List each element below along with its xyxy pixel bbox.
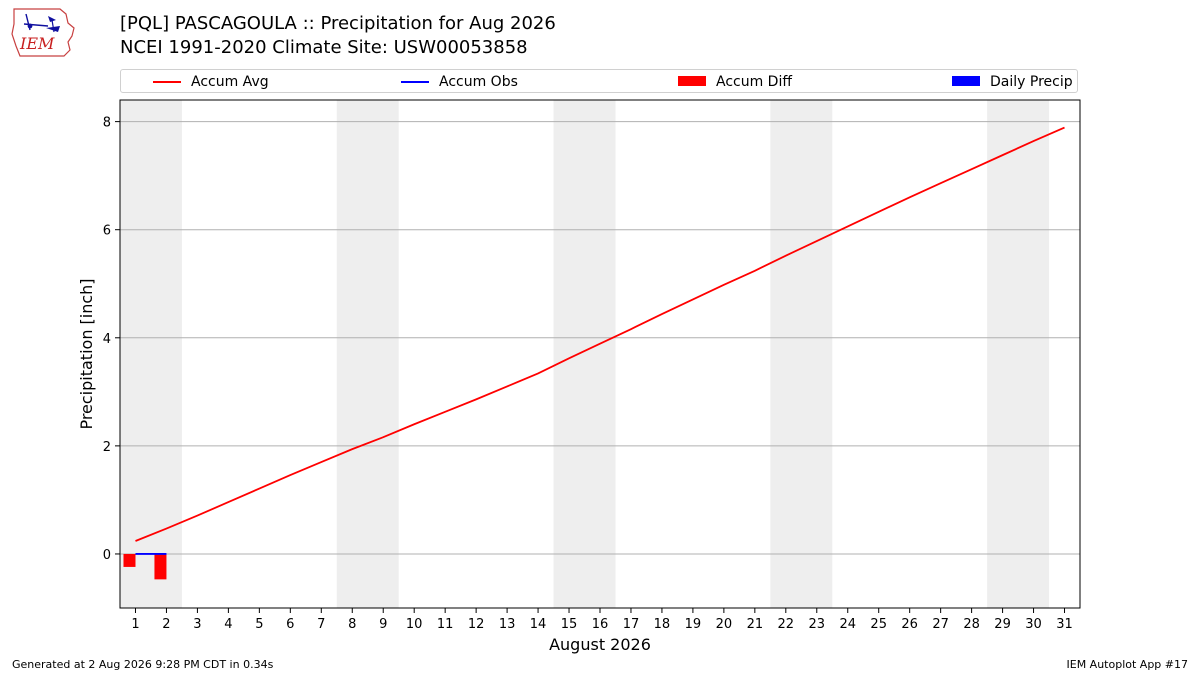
legend: Accum Avg Accum Obs Accum Diff Daily Pre… — [120, 69, 1078, 93]
x-tick-label: 12 — [468, 617, 485, 632]
weekend-band — [553, 100, 616, 608]
legend-label-accum-obs: Accum Obs — [439, 74, 518, 90]
y-tick-label: 8 — [103, 116, 111, 131]
legend-label-accum-diff: Accum Diff — [716, 74, 793, 90]
legend-swatch-accum-diff — [678, 76, 706, 86]
x-tick-label: 6 — [286, 617, 294, 632]
x-axis-label: August 2026 — [549, 635, 651, 654]
y-tick-label: 2 — [103, 440, 111, 455]
x-tick-label: 7 — [317, 617, 325, 632]
x-tick-label: 14 — [530, 617, 547, 632]
weekend-band — [336, 100, 399, 608]
legend-label-daily-precip: Daily Precip — [990, 74, 1073, 90]
legend-swatch-daily-precip — [952, 76, 980, 86]
x-tick-label: 8 — [348, 617, 356, 632]
iem-logo: IEM — [11, 8, 75, 57]
y-tick-label: 4 — [103, 332, 111, 347]
x-tick-label: 17 — [623, 617, 640, 632]
x-tick-label: 1 — [131, 617, 139, 632]
x-tick-label: 28 — [963, 617, 980, 632]
chart-title: [PQL] PASCAGOULA :: Precipitation for Au… — [120, 13, 556, 34]
x-tick-label: 5 — [255, 617, 263, 632]
x-tick-label: 11 — [437, 617, 454, 632]
logo-text: IEM — [19, 34, 55, 53]
legend-swatch-accum-avg — [153, 81, 181, 83]
x-tick-label: 3 — [193, 617, 201, 632]
x-tick-label: 27 — [932, 617, 949, 632]
weekend-band — [770, 100, 833, 608]
x-tick-label: 23 — [809, 617, 826, 632]
x-tick-label: 25 — [870, 617, 887, 632]
y-axis-label: Precipitation [inch] — [77, 278, 96, 429]
x-tick-label: 22 — [778, 617, 795, 632]
y-tick-label: 6 — [103, 224, 111, 239]
x-tick-label: 21 — [747, 617, 764, 632]
x-tick-label: 20 — [716, 617, 733, 632]
legend-swatch-accum-obs — [401, 81, 429, 83]
x-tick-label: 13 — [499, 617, 516, 632]
x-tick-label: 30 — [1025, 617, 1042, 632]
x-tick-label: 24 — [839, 617, 856, 632]
x-tick-label: 9 — [379, 617, 387, 632]
x-tick-label: 16 — [592, 617, 609, 632]
x-tick-label: 31 — [1056, 617, 1073, 632]
x-tick-label: 10 — [406, 617, 423, 632]
x-tick-label: 4 — [224, 617, 232, 632]
footer-app: IEM Autoplot App #17 — [1066, 658, 1189, 671]
x-tick-label: 19 — [685, 617, 702, 632]
weekend-band — [120, 100, 182, 608]
legend-label-accum-avg: Accum Avg — [191, 74, 269, 90]
x-tick-label: 29 — [994, 617, 1011, 632]
x-tick-label: 26 — [901, 617, 918, 632]
x-tick-label: 2 — [162, 617, 170, 632]
line-accum-avg — [135, 126, 1065, 542]
x-tick-label: 18 — [654, 617, 671, 632]
x-tick-label: 15 — [561, 617, 578, 632]
bar-accum-diff — [154, 553, 167, 580]
bar-accum-diff — [123, 553, 136, 567]
chart-subtitle: NCEI 1991-2020 Climate Site: USW00053858 — [120, 37, 528, 58]
footer-generated: Generated at 2 Aug 2026 9:28 PM CDT in 0… — [12, 658, 274, 671]
y-tick-label: 0 — [103, 548, 111, 563]
weekend-band — [987, 100, 1050, 608]
